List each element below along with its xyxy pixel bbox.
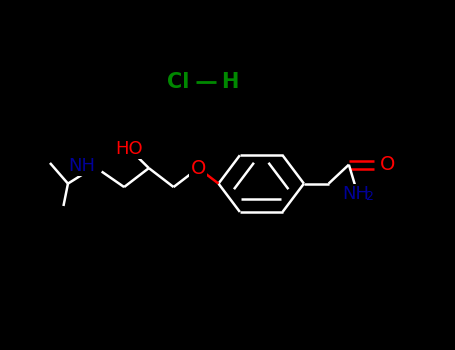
Text: 2: 2 — [365, 190, 374, 203]
Text: NH: NH — [68, 158, 95, 175]
Text: O: O — [380, 155, 396, 174]
Text: Cl: Cl — [167, 72, 189, 92]
Text: NH: NH — [342, 185, 369, 203]
Text: O: O — [191, 159, 206, 177]
Text: H: H — [221, 72, 238, 92]
Text: HO: HO — [115, 140, 142, 158]
